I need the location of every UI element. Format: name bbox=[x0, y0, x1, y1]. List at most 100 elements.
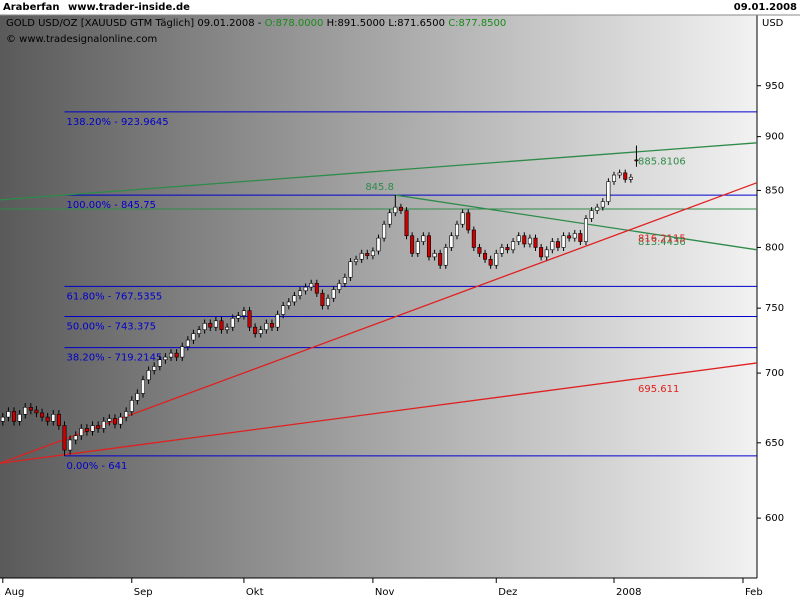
candle-body bbox=[40, 412, 45, 418]
candle-body bbox=[213, 320, 218, 328]
x-tick-label: Sep bbox=[134, 587, 153, 598]
candle-body bbox=[477, 247, 482, 254]
candle-body bbox=[174, 352, 179, 358]
candle-body bbox=[337, 283, 342, 290]
candle-body bbox=[522, 235, 527, 245]
candle-body bbox=[342, 277, 347, 284]
close-label: C:877.8500 bbox=[448, 18, 506, 29]
candle-body bbox=[348, 261, 353, 278]
candle-body bbox=[398, 206, 403, 211]
candle-body bbox=[152, 366, 157, 371]
x-tick-label: Feb bbox=[745, 587, 763, 598]
candle-body bbox=[494, 253, 499, 266]
chart-title: GOLD USD/OZ [XAUUSD GTM Täglich] 09.01.2… bbox=[6, 18, 506, 29]
candle-body bbox=[309, 283, 314, 288]
candle-body bbox=[185, 339, 190, 347]
candle-body bbox=[303, 286, 308, 292]
candle-body bbox=[34, 409, 39, 414]
x-tick-label: Dez bbox=[498, 587, 517, 598]
site: www.trader-inside.de bbox=[68, 2, 190, 13]
candle-body bbox=[28, 406, 33, 411]
candle-body bbox=[51, 413, 56, 422]
open-label: O:878.0000 bbox=[265, 18, 324, 29]
candle-body bbox=[365, 253, 370, 257]
candle-body bbox=[17, 413, 22, 422]
candle-body bbox=[628, 176, 633, 180]
candle-body bbox=[516, 235, 521, 242]
candle-body bbox=[466, 212, 471, 231]
candle-body bbox=[314, 283, 319, 294]
y-tick-label: 850 bbox=[765, 185, 784, 196]
x-tick-label: Aug bbox=[5, 587, 25, 598]
trend-line bbox=[0, 142, 758, 201]
candle-body bbox=[426, 235, 431, 258]
candle-body bbox=[410, 235, 415, 254]
y-tick-label: 950 bbox=[765, 81, 784, 92]
candle-body bbox=[107, 418, 112, 422]
candle-body bbox=[617, 172, 622, 176]
y-tick-label: 650 bbox=[765, 438, 784, 449]
candle-body bbox=[286, 301, 291, 306]
candle-body bbox=[455, 223, 460, 237]
candle-body bbox=[124, 411, 129, 418]
candle-body bbox=[583, 218, 588, 242]
candle-body bbox=[544, 249, 549, 258]
x-tick-label: 2008 bbox=[616, 587, 641, 598]
y-tick-label: 600 bbox=[765, 513, 784, 524]
candle-body bbox=[600, 201, 605, 208]
y-tick-label: 900 bbox=[765, 132, 784, 143]
fib-label: 61.80% - 767.5355 bbox=[66, 291, 162, 302]
candle-body bbox=[264, 323, 269, 331]
candle-body bbox=[555, 241, 560, 248]
candle-body bbox=[634, 159, 639, 162]
candle-body bbox=[202, 323, 207, 331]
candle-body bbox=[197, 329, 202, 334]
candle-body bbox=[6, 411, 11, 418]
candle-body bbox=[247, 310, 252, 328]
candle-body bbox=[269, 323, 274, 328]
candle-body bbox=[180, 346, 185, 358]
candle-body bbox=[45, 416, 50, 422]
candle-body bbox=[578, 233, 583, 242]
low-label: L:871.6500 bbox=[388, 18, 445, 29]
candle-body bbox=[12, 411, 17, 422]
candle-body bbox=[225, 326, 230, 331]
candle-body bbox=[275, 314, 280, 328]
candle-body bbox=[567, 235, 572, 239]
plot-background bbox=[0, 15, 757, 578]
candle-body bbox=[595, 206, 600, 211]
candle-body bbox=[460, 212, 465, 225]
candle-body bbox=[23, 406, 28, 415]
candle-body bbox=[96, 425, 101, 429]
candle-body bbox=[483, 253, 488, 260]
candle-body bbox=[572, 233, 577, 239]
candle-body bbox=[68, 439, 73, 451]
candle-body bbox=[393, 206, 398, 214]
candle-body bbox=[404, 210, 409, 237]
candle-body bbox=[376, 237, 381, 252]
y-tick-label: 700 bbox=[765, 368, 784, 379]
candle-body bbox=[292, 295, 297, 303]
candle-body bbox=[297, 290, 302, 297]
trend-label: 695.611 bbox=[638, 384, 679, 395]
candle-body bbox=[230, 317, 235, 328]
title: GOLD USD/OZ [XAUUSD GTM Täglich] 09.01.2… bbox=[6, 18, 262, 29]
candle-body bbox=[90, 425, 95, 432]
candle-body bbox=[73, 435, 78, 441]
trend-line bbox=[0, 362, 758, 464]
candle-body bbox=[432, 253, 437, 258]
candle-body bbox=[511, 241, 516, 251]
candle-body bbox=[387, 212, 392, 225]
peak-label: 845.8 bbox=[365, 182, 394, 193]
y-axis-label: USD bbox=[762, 18, 784, 29]
candle-body bbox=[606, 181, 611, 202]
candle-body bbox=[236, 315, 241, 319]
candle-body bbox=[471, 229, 476, 248]
candle-body bbox=[326, 297, 331, 306]
candle-body bbox=[0, 416, 5, 422]
y-tick-label: 750 bbox=[765, 303, 784, 314]
candle-body bbox=[112, 418, 117, 425]
candle-body bbox=[623, 172, 628, 180]
fib-label: 38.20% - 719.2145 bbox=[66, 353, 162, 364]
